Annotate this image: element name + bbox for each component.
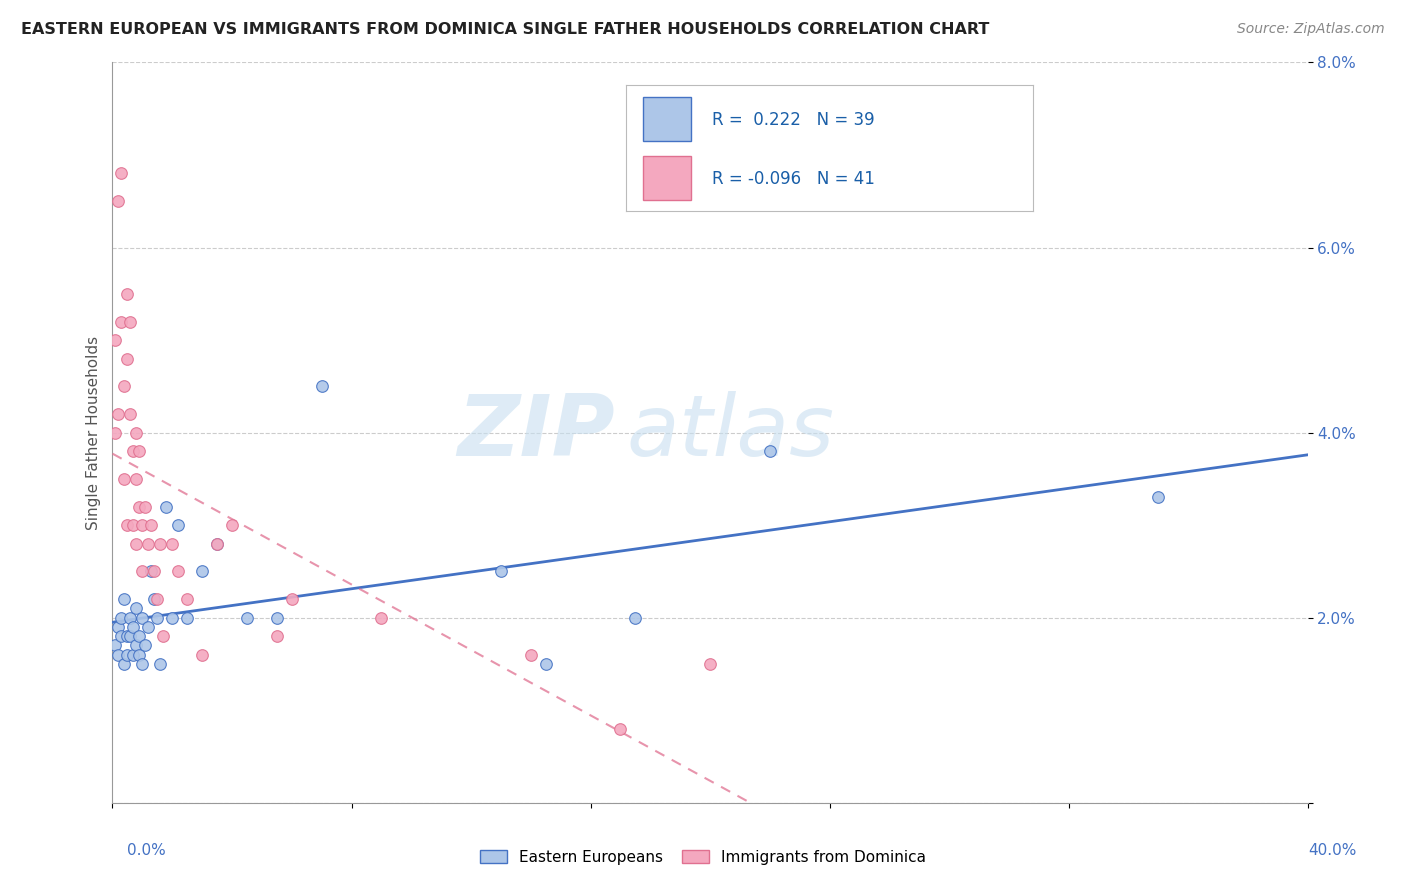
Point — [141, 518, 163, 533]
Text: atlas: atlas — [627, 391, 834, 475]
Point — [205, 536, 228, 550]
Point — [138, 536, 160, 550]
Point — [110, 610, 132, 624]
Point — [143, 592, 166, 607]
Point — [107, 407, 129, 421]
Point — [236, 610, 259, 624]
Point — [699, 657, 721, 671]
Point — [489, 565, 512, 579]
Point — [149, 536, 172, 550]
Point — [114, 379, 135, 393]
Point — [191, 648, 214, 662]
Point — [107, 620, 129, 634]
Point — [120, 407, 142, 421]
Point — [114, 592, 135, 607]
Point — [104, 639, 127, 653]
Point — [117, 648, 139, 662]
Point — [609, 722, 631, 736]
Point — [125, 639, 148, 653]
Point — [146, 610, 169, 624]
Point — [1147, 491, 1170, 505]
Point — [134, 639, 156, 653]
Point — [167, 518, 190, 533]
Text: ZIP: ZIP — [457, 391, 614, 475]
Point — [162, 610, 183, 624]
Point — [120, 314, 142, 328]
Point — [134, 500, 156, 514]
Point — [125, 472, 148, 486]
Point — [520, 648, 543, 662]
Point — [128, 444, 150, 458]
Point — [117, 518, 139, 533]
Point — [759, 444, 782, 458]
Point — [138, 620, 160, 634]
Point — [125, 601, 148, 615]
Point — [624, 610, 647, 624]
Point — [311, 379, 333, 393]
Point — [117, 351, 139, 366]
Point — [122, 620, 145, 634]
Point — [131, 610, 153, 624]
Point — [120, 629, 142, 643]
Point — [176, 610, 198, 624]
Point — [155, 500, 177, 514]
Point — [107, 194, 129, 209]
Point — [131, 518, 153, 533]
Point — [281, 592, 304, 607]
Text: EASTERN EUROPEAN VS IMMIGRANTS FROM DOMINICA SINGLE FATHER HOUSEHOLDS CORRELATIO: EASTERN EUROPEAN VS IMMIGRANTS FROM DOMI… — [21, 22, 990, 37]
Point — [162, 536, 183, 550]
Text: Source: ZipAtlas.com: Source: ZipAtlas.com — [1237, 22, 1385, 37]
Point — [107, 648, 129, 662]
Point — [370, 610, 392, 624]
Point — [149, 657, 172, 671]
Point — [152, 629, 174, 643]
Point — [131, 657, 153, 671]
Point — [221, 518, 243, 533]
Point — [122, 518, 145, 533]
Point — [122, 648, 145, 662]
Point — [110, 166, 132, 180]
Point — [266, 629, 288, 643]
Text: 40.0%: 40.0% — [1309, 843, 1357, 858]
Y-axis label: Single Father Households: Single Father Households — [86, 335, 101, 530]
Point — [143, 565, 166, 579]
Point — [117, 629, 139, 643]
Point — [128, 500, 150, 514]
Point — [176, 592, 198, 607]
Legend: Eastern Europeans, Immigrants from Dominica: Eastern Europeans, Immigrants from Domin… — [474, 844, 932, 871]
Point — [125, 536, 148, 550]
Point — [131, 565, 153, 579]
Point — [120, 610, 142, 624]
Point — [141, 565, 163, 579]
Point — [104, 425, 127, 440]
Point — [266, 610, 288, 624]
Point — [117, 286, 139, 301]
Point — [125, 425, 148, 440]
Point — [128, 648, 150, 662]
Point — [110, 629, 132, 643]
Point — [114, 657, 135, 671]
Point — [191, 565, 214, 579]
Point — [534, 657, 557, 671]
Point — [205, 536, 228, 550]
Text: 0.0%: 0.0% — [127, 843, 166, 858]
Point — [122, 444, 145, 458]
Point — [104, 333, 127, 347]
Point — [146, 592, 169, 607]
Point — [128, 629, 150, 643]
Point — [110, 314, 132, 328]
Point — [114, 472, 135, 486]
Point — [167, 565, 190, 579]
